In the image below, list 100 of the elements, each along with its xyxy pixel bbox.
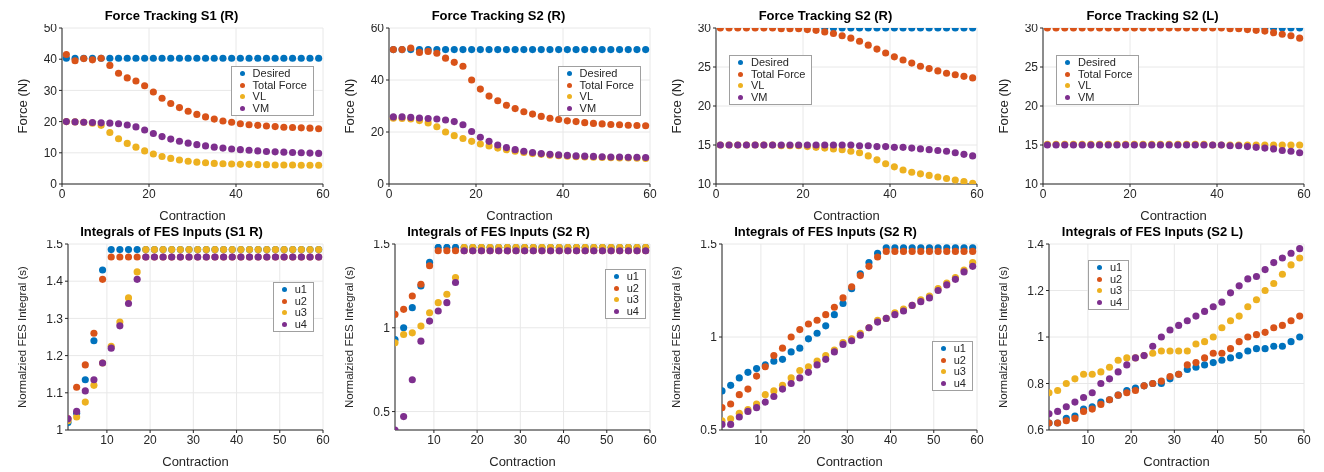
legend-label: Desired — [751, 56, 789, 69]
x-tick-label: 50 — [600, 432, 614, 447]
x-tick-label: 30 — [1167, 432, 1182, 447]
y-tick-label: 1 — [56, 423, 64, 438]
chart-title: Force Tracking S1 (R) — [104, 8, 239, 23]
legend-label: VM — [579, 101, 597, 114]
y-tick-label: 30 — [43, 83, 58, 98]
legend-label: u3 — [1110, 284, 1123, 297]
x-axis-title: Contraction — [816, 454, 883, 469]
legend-label: u3 — [626, 293, 639, 306]
x-tick-label: 60 — [643, 432, 657, 447]
x-tick-label: 40 — [229, 432, 244, 447]
legend-label: u4 — [1110, 295, 1123, 308]
legend-label: u1 — [1110, 261, 1123, 274]
x-tick-label: 20 — [143, 432, 158, 447]
x-axis-title: Contraction — [489, 454, 556, 469]
y-tick-label: 1 — [710, 330, 718, 345]
x-tick-label: 50 — [1254, 432, 1268, 447]
legend-label: VL — [252, 90, 267, 103]
legend-label: Total Force — [252, 78, 307, 91]
chart-title: Force Tracking S2 (R) — [431, 8, 566, 23]
y-axis-title: Force (N) — [995, 78, 1011, 134]
y-tick-label: 20 — [697, 99, 712, 114]
x-tick-label: 10 — [100, 432, 114, 447]
x-tick-label: 10 — [427, 432, 441, 447]
y-tick-label: 1 — [383, 321, 391, 336]
y-tick-label: 1.5 — [46, 237, 64, 252]
legend-label: u2 — [953, 353, 966, 366]
y-tick-label: 0.5 — [373, 404, 391, 419]
legend-label: VM — [252, 101, 270, 114]
legend-label: u3 — [953, 365, 966, 378]
x-tick-label: 50 — [273, 432, 287, 447]
y-tick-label: 25 — [697, 60, 712, 75]
y-axis-title: Normalzied FES Integral (s) — [670, 265, 683, 408]
legend-label: u4 — [294, 317, 307, 330]
y-tick-label: 50 — [43, 21, 58, 36]
y-tick-label: 15 — [697, 138, 712, 153]
legend-label: VM — [751, 90, 768, 103]
legend-label: Desired — [252, 67, 291, 80]
x-tick-label: 30 — [840, 432, 855, 447]
chart-title: Integrals of FES Inputs (S1 R) — [80, 224, 263, 239]
y-tick-label: 60 — [370, 21, 385, 36]
y-tick-label: 40 — [43, 52, 58, 67]
y-tick-label: 1.4 — [46, 274, 64, 289]
legend-label: VL — [1078, 79, 1092, 92]
x-axis-title: Contraction — [1143, 454, 1210, 469]
legend-label: VL — [751, 79, 765, 92]
y-tick-label: 25 — [1024, 60, 1039, 75]
y-tick-label: 0.5 — [700, 423, 718, 438]
chart-title: Integrals of FES Inputs (S2 L) — [1061, 224, 1244, 239]
legend-label: u2 — [1110, 272, 1123, 285]
x-tick-label: 20 — [796, 186, 810, 201]
legend-label: Desired — [579, 67, 618, 80]
y-tick-label: 20 — [370, 125, 385, 140]
chart-title: Force Tracking S2 (L) — [1086, 8, 1219, 23]
legend-label: u1 — [953, 342, 966, 355]
legend-label: u3 — [294, 306, 307, 319]
y-tick-label: 1.5 — [373, 237, 391, 252]
y-axis-title: Force (N) — [668, 78, 684, 134]
x-axis-title: Contraction — [162, 454, 229, 469]
x-axis-title: Contraction — [486, 208, 553, 223]
y-tick-label: 0.6 — [1027, 423, 1045, 438]
legend-label: u2 — [626, 281, 639, 294]
y-tick-label: 15 — [1024, 138, 1039, 153]
y-tick-label: 30 — [697, 21, 712, 36]
legend-label: VL — [579, 90, 594, 103]
x-tick-label: 20 — [1124, 432, 1139, 447]
y-tick-label: 1.4 — [1027, 237, 1045, 252]
x-tick-label: 60 — [970, 186, 984, 201]
x-tick-label: 20 — [1123, 186, 1137, 201]
x-tick-label: 10 — [1081, 432, 1095, 447]
x-tick-label: 60 — [643, 186, 657, 201]
legend-label: Total Force — [751, 67, 806, 80]
y-tick-label: 1.3 — [46, 311, 64, 326]
y-axis-title: Force (N) — [341, 78, 357, 134]
x-axis-title: Contraction — [159, 208, 226, 223]
y-tick-label: 40 — [370, 73, 385, 88]
x-tick-label: 30 — [513, 432, 528, 447]
x-tick-label: 40 — [229, 186, 243, 201]
x-tick-label: 20 — [797, 432, 812, 447]
x-tick-label: 30 — [186, 432, 201, 447]
legend-label: Total Force — [1078, 67, 1133, 80]
x-tick-label: 20 — [470, 432, 485, 447]
x-tick-label: 60 — [1297, 432, 1311, 447]
y-axis-title: Normalzied FES Integral (s) — [997, 265, 1010, 408]
y-tick-label: 1.5 — [700, 237, 718, 252]
chart-title: Integrals of FES Inputs (S2 R) — [407, 224, 590, 239]
y-axis-title: Normalzied FES Integral (s) — [343, 265, 356, 408]
y-tick-label: 1.2 — [1027, 283, 1045, 298]
x-axis-title: Contraction — [1140, 208, 1207, 223]
x-axis-title: Contraction — [813, 208, 880, 223]
y-tick-label: 1 — [1037, 330, 1045, 345]
legend-label: u4 — [953, 376, 966, 389]
y-tick-label: 20 — [1024, 99, 1039, 114]
x-tick-label: 40 — [1210, 186, 1224, 201]
x-tick-label: 10 — [754, 432, 768, 447]
y-tick-label: 30 — [1024, 21, 1039, 36]
x-tick-label: 60 — [316, 432, 330, 447]
legend-label: u2 — [294, 294, 307, 307]
chart-title: Integrals of FES Inputs (S2 R) — [734, 224, 917, 239]
